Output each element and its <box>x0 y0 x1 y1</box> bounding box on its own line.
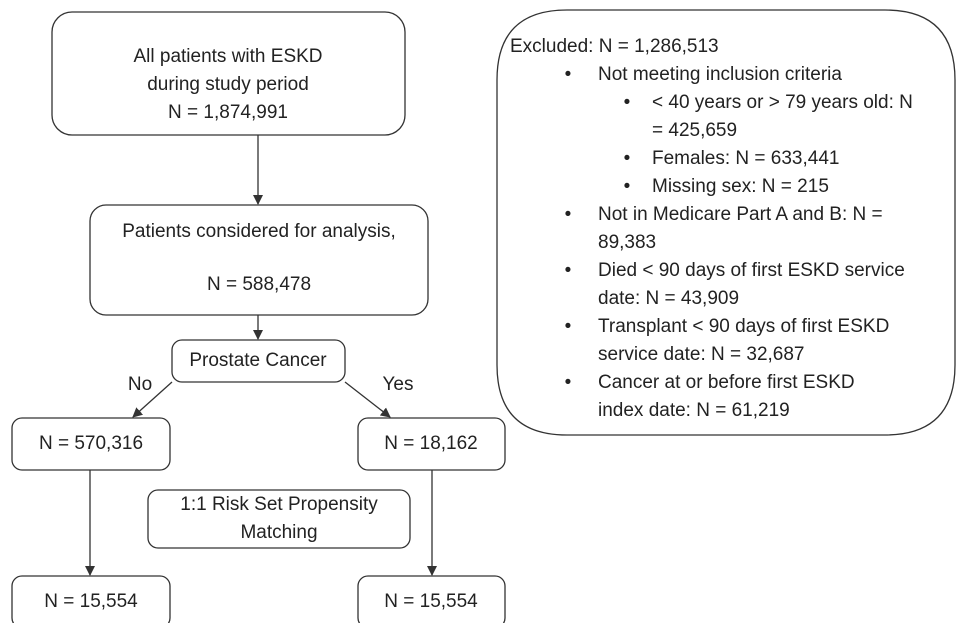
excluded-item: service date: N = 32,687 <box>598 344 805 365</box>
node-box <box>171 339 346 383</box>
bullet: • <box>624 92 631 113</box>
excluded-item: Transplant < 90 days of first ESKD <box>598 316 889 337</box>
node-label: N = 1,874,991 <box>168 102 288 123</box>
edge-label: No <box>128 374 152 395</box>
node-label: N = 18,162 <box>384 433 478 454</box>
node-label: N = 588,478 <box>207 274 311 295</box>
bullet: • <box>565 372 572 393</box>
node-label: Matching <box>240 522 317 543</box>
bullet: • <box>565 260 572 281</box>
node-label: N = 570,316 <box>39 433 143 454</box>
bullet: • <box>565 316 572 337</box>
flow: No Yes <box>11 9 956 623</box>
node-label: N = 15,554 <box>44 591 138 612</box>
node-label: 1:1 Risk Set Propensity <box>180 494 378 515</box>
excluded-item: date: N = 43,909 <box>598 288 739 309</box>
excluded-item: 89,383 <box>598 232 656 253</box>
excluded-subitem: = 425,659 <box>652 120 737 141</box>
bullet: • <box>624 176 631 197</box>
excluded-title: Excluded: N = 1,286,513 <box>510 36 719 57</box>
bullet: • <box>624 148 631 169</box>
excluded-subitem: Missing sex: N = 215 <box>652 176 829 197</box>
node-box <box>147 489 411 549</box>
node-box <box>11 575 171 623</box>
node-label: during study period <box>147 74 309 95</box>
node-label: N = 15,554 <box>384 591 478 612</box>
node-box <box>11 417 171 471</box>
arrow <box>344 381 391 418</box>
excluded-item: Cancer at or before first ESKD <box>598 372 855 393</box>
bullet: • <box>565 64 572 85</box>
arrow <box>132 381 173 418</box>
edge-label: Yes <box>383 374 414 395</box>
node-box <box>357 575 506 623</box>
node-label: Prostate Cancer <box>189 350 327 371</box>
node-box <box>89 204 429 316</box>
bullet: • <box>565 204 572 225</box>
excluded-subitem: Females: N = 633,441 <box>652 148 839 169</box>
excluded-item: Not meeting inclusion criteria <box>598 64 842 85</box>
node-label: All patients with ESKD <box>133 46 322 67</box>
node-label: Patients considered for analysis, <box>122 221 396 242</box>
excluded-item: Not in Medicare Part A and B: N = <box>598 204 883 225</box>
node-box <box>51 11 406 136</box>
excluded-item: index date: N = 61,219 <box>598 400 790 421</box>
excluded-subitem: < 40 years or > 79 years old: N <box>652 92 913 113</box>
excluded-item: Died < 90 days of first ESKD service <box>598 260 905 281</box>
excluded-box <box>496 9 956 436</box>
